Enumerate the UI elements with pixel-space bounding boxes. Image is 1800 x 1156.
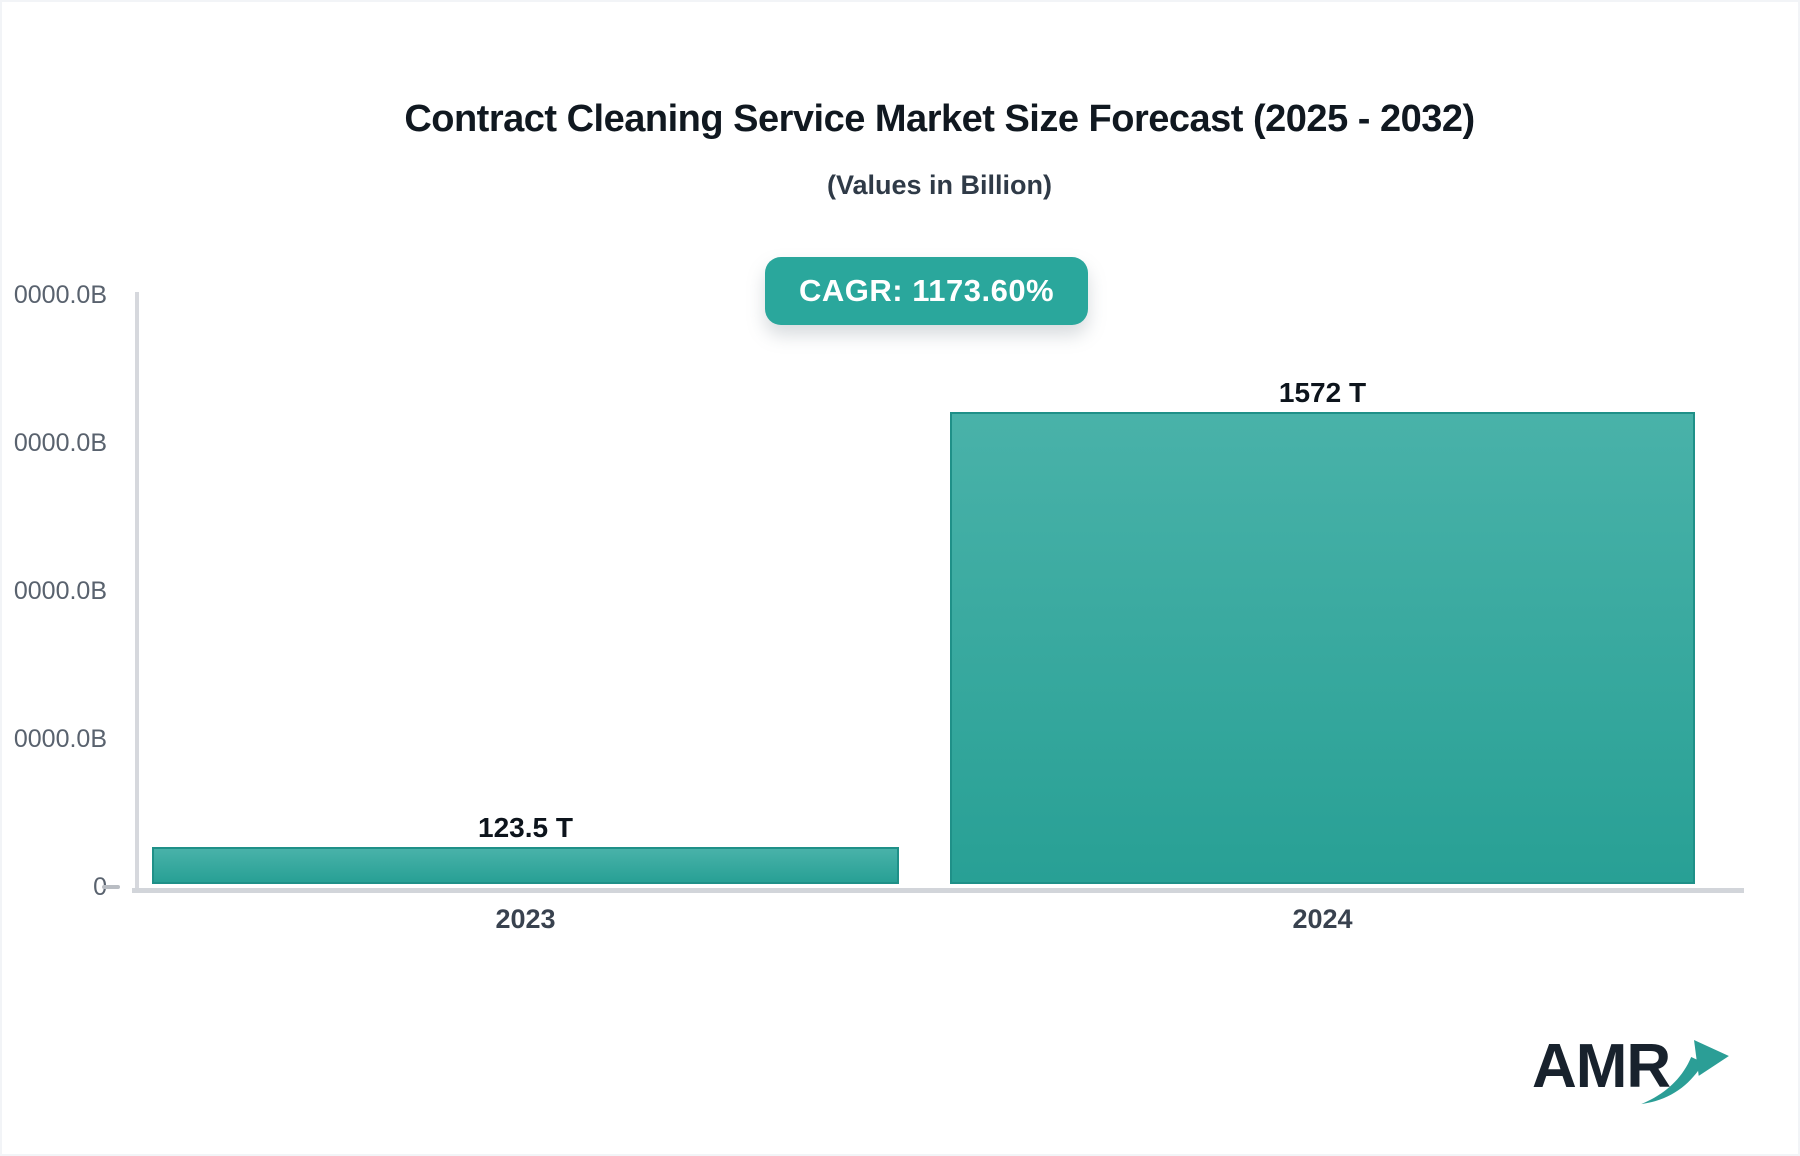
y-axis-line bbox=[135, 292, 139, 893]
y-axis-tick-label: 0000.0B bbox=[13, 281, 107, 309]
bar-2023[interactable] bbox=[152, 847, 899, 884]
y-axis-tick-label: 0000.0B bbox=[13, 429, 107, 457]
chart-title: Contract Cleaning Service Market Size Fo… bbox=[404, 98, 1475, 140]
trend-up-arrow-icon bbox=[1641, 1040, 1729, 1105]
bar-2024[interactable] bbox=[950, 412, 1695, 884]
bar-value-label-2023: 123.5 T bbox=[478, 812, 573, 843]
cagr-badge: CAGR: 1173.60% bbox=[765, 257, 1089, 325]
y-axis-tick-label: 0000.0B bbox=[13, 725, 107, 753]
x-axis-label-2023: 2023 bbox=[495, 904, 556, 934]
y-axis-tick-label: 0 bbox=[93, 873, 107, 901]
chart-subtitle: (Values in Billion) bbox=[826, 170, 1053, 200]
amr-logo: AMR bbox=[1532, 1032, 1729, 1112]
x-axis-line bbox=[132, 888, 1744, 893]
y-axis-tick-label: 0000.0B bbox=[13, 577, 107, 605]
amr-logo-text: AMR bbox=[1532, 1032, 1671, 1101]
x-axis-label-2024: 2024 bbox=[1292, 904, 1353, 934]
cagr-badge-label: CAGR: 1173.60% bbox=[799, 273, 1055, 308]
zero-tick-dash bbox=[102, 885, 120, 889]
bar-value-label-2024: 1572 T bbox=[1278, 377, 1367, 408]
